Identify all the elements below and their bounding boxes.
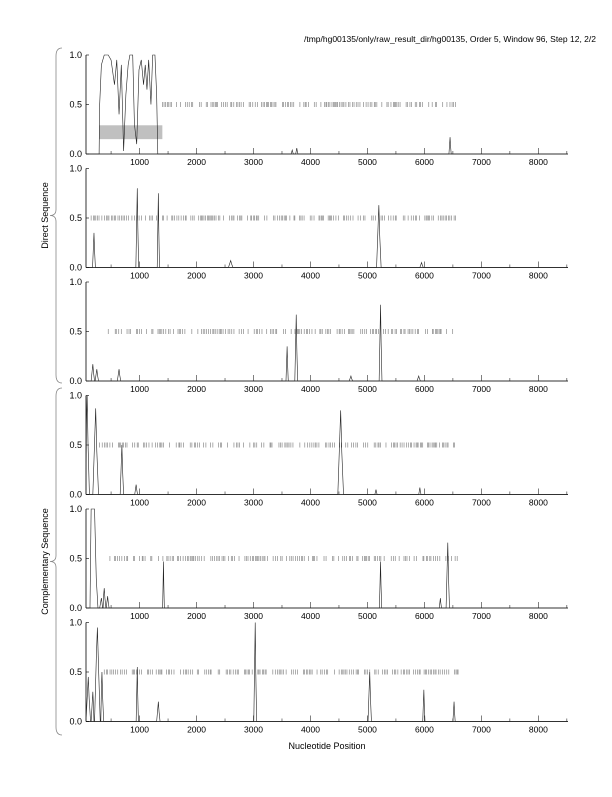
x-tick-label: 1000	[130, 498, 149, 508]
chart-title: /tmp/hg00135/only/raw_result_dir/hg00135…	[303, 34, 596, 44]
x-tick-label: 5000	[358, 725, 377, 735]
series-line	[86, 508, 568, 609]
series-line	[85, 622, 568, 722]
x-tick-label: 4000	[301, 498, 320, 508]
x-tick-label: 2000	[187, 157, 206, 167]
complementary-sequence-label: Complementary Sequence	[40, 508, 50, 615]
x-tick-label: 1000	[130, 725, 149, 735]
x-tick-label: 2000	[187, 271, 206, 281]
x-tick-label: 2000	[187, 498, 206, 508]
x-tick-label: 4000	[301, 611, 320, 621]
x-tick-label: 4000	[301, 384, 320, 394]
y-tick-label: 0.0	[69, 263, 82, 273]
x-tick-label: 4000	[301, 271, 320, 281]
complementary-sequence-brace	[49, 387, 63, 736]
x-tick-label: 3000	[244, 725, 263, 735]
x-tick-label: 3000	[244, 498, 263, 508]
panel-complementary-frame-1: 0.0 0.5 1.0 1000 2000 3000 4000 5000 6000 7000 800…	[69, 391, 568, 508]
x-tick-label: 8000	[529, 384, 548, 394]
x-tick-label: 8000	[529, 157, 548, 167]
x-tick-label: 5000	[358, 271, 377, 281]
x-tick-label: 2000	[187, 611, 206, 621]
x-tick-label: 5000	[358, 611, 377, 621]
x-tick-label: 5000	[358, 157, 377, 167]
y-tick-label: 1.0	[69, 618, 82, 628]
y-tick-label: 0.0	[69, 603, 82, 613]
x-tick-label: 6000	[415, 611, 434, 621]
x-tick-label: 7000	[472, 157, 491, 167]
panel-complementary-frame-3: 0.0 0.5 1.0 1000 2000 3000 4000 5000 6000 7000 800…	[69, 618, 568, 735]
x-tick-label: 3000	[244, 611, 263, 621]
x-tick-label: 8000	[529, 498, 548, 508]
x-tick-label: 2000	[187, 384, 206, 394]
y-tick-label: 0.0	[69, 376, 82, 386]
x-tick-label: 3000	[244, 157, 263, 167]
y-tick-label: 1.0	[69, 277, 82, 287]
x-tick-label: 3000	[244, 271, 263, 281]
x-tick-label: 5000	[358, 498, 377, 508]
x-tick-label: 4000	[301, 157, 320, 167]
x-tick-label: 6000	[415, 498, 434, 508]
y-tick-label: 0.5	[69, 327, 82, 337]
x-tick-label: 8000	[529, 725, 548, 735]
series-line	[86, 304, 568, 382]
y-tick-label: 0.5	[69, 667, 82, 677]
x-tick-label: 1000	[130, 384, 149, 394]
y-tick-label: 0.5	[69, 440, 82, 450]
panel-direct-frame-1: 0.0 0.5 1.0 1000 2000 3000 4000 5000 6000 7000 800…	[69, 50, 568, 167]
y-tick-label: 0.5	[69, 100, 82, 110]
x-axis-label: Nucleotide Position	[288, 741, 365, 751]
series-line	[85, 395, 568, 495]
panel-complementary-frame-2: 0.0 0.5 1.0 1000 2000 3000 4000 5000 6000 7000 800…	[69, 504, 568, 621]
x-tick-label: 1000	[130, 611, 149, 621]
x-tick-label: 7000	[472, 611, 491, 621]
series-line	[86, 54, 568, 155]
x-tick-label: 7000	[472, 271, 491, 281]
y-tick-label: 1.0	[69, 504, 82, 514]
series-line	[86, 188, 568, 268]
x-tick-label: 6000	[415, 384, 434, 394]
y-tick-label: 1.0	[69, 164, 82, 174]
x-tick-label: 7000	[472, 725, 491, 735]
x-tick-label: 2000	[187, 725, 206, 735]
direct-sequence-label: Direct Sequence	[40, 182, 50, 249]
x-tick-label: 1000	[130, 157, 149, 167]
x-tick-label: 6000	[415, 725, 434, 735]
y-tick-label: 0.5	[69, 213, 82, 223]
x-tick-label: 5000	[358, 384, 377, 394]
x-tick-label: 3000	[244, 384, 263, 394]
x-tick-label: 6000	[415, 271, 434, 281]
x-tick-label: 7000	[472, 384, 491, 394]
x-tick-label: 4000	[301, 725, 320, 735]
y-tick-label: 0.0	[69, 149, 82, 159]
x-tick-label: 7000	[472, 498, 491, 508]
y-tick-label: 0.0	[69, 490, 82, 500]
panel-direct-frame-3: 0.0 0.5 1.0 1000 2000 3000 4000 5000 6000 7000 800…	[69, 277, 568, 394]
x-tick-label: 8000	[529, 271, 548, 281]
x-tick-label: 1000	[130, 271, 149, 281]
panel-direct-frame-2: 0.0 0.5 1.0 1000 2000 3000 4000 5000 6000 7000 800…	[69, 164, 568, 281]
x-tick-label: 8000	[529, 611, 548, 621]
x-tick-label: 6000	[415, 157, 434, 167]
y-tick-label: 1.0	[69, 50, 82, 60]
y-tick-label: 0.0	[69, 717, 82, 727]
y-tick-label: 1.0	[69, 391, 82, 401]
y-tick-label: 0.5	[69, 554, 82, 564]
highlight-region	[99, 125, 163, 140]
direct-sequence-brace	[49, 47, 63, 384]
